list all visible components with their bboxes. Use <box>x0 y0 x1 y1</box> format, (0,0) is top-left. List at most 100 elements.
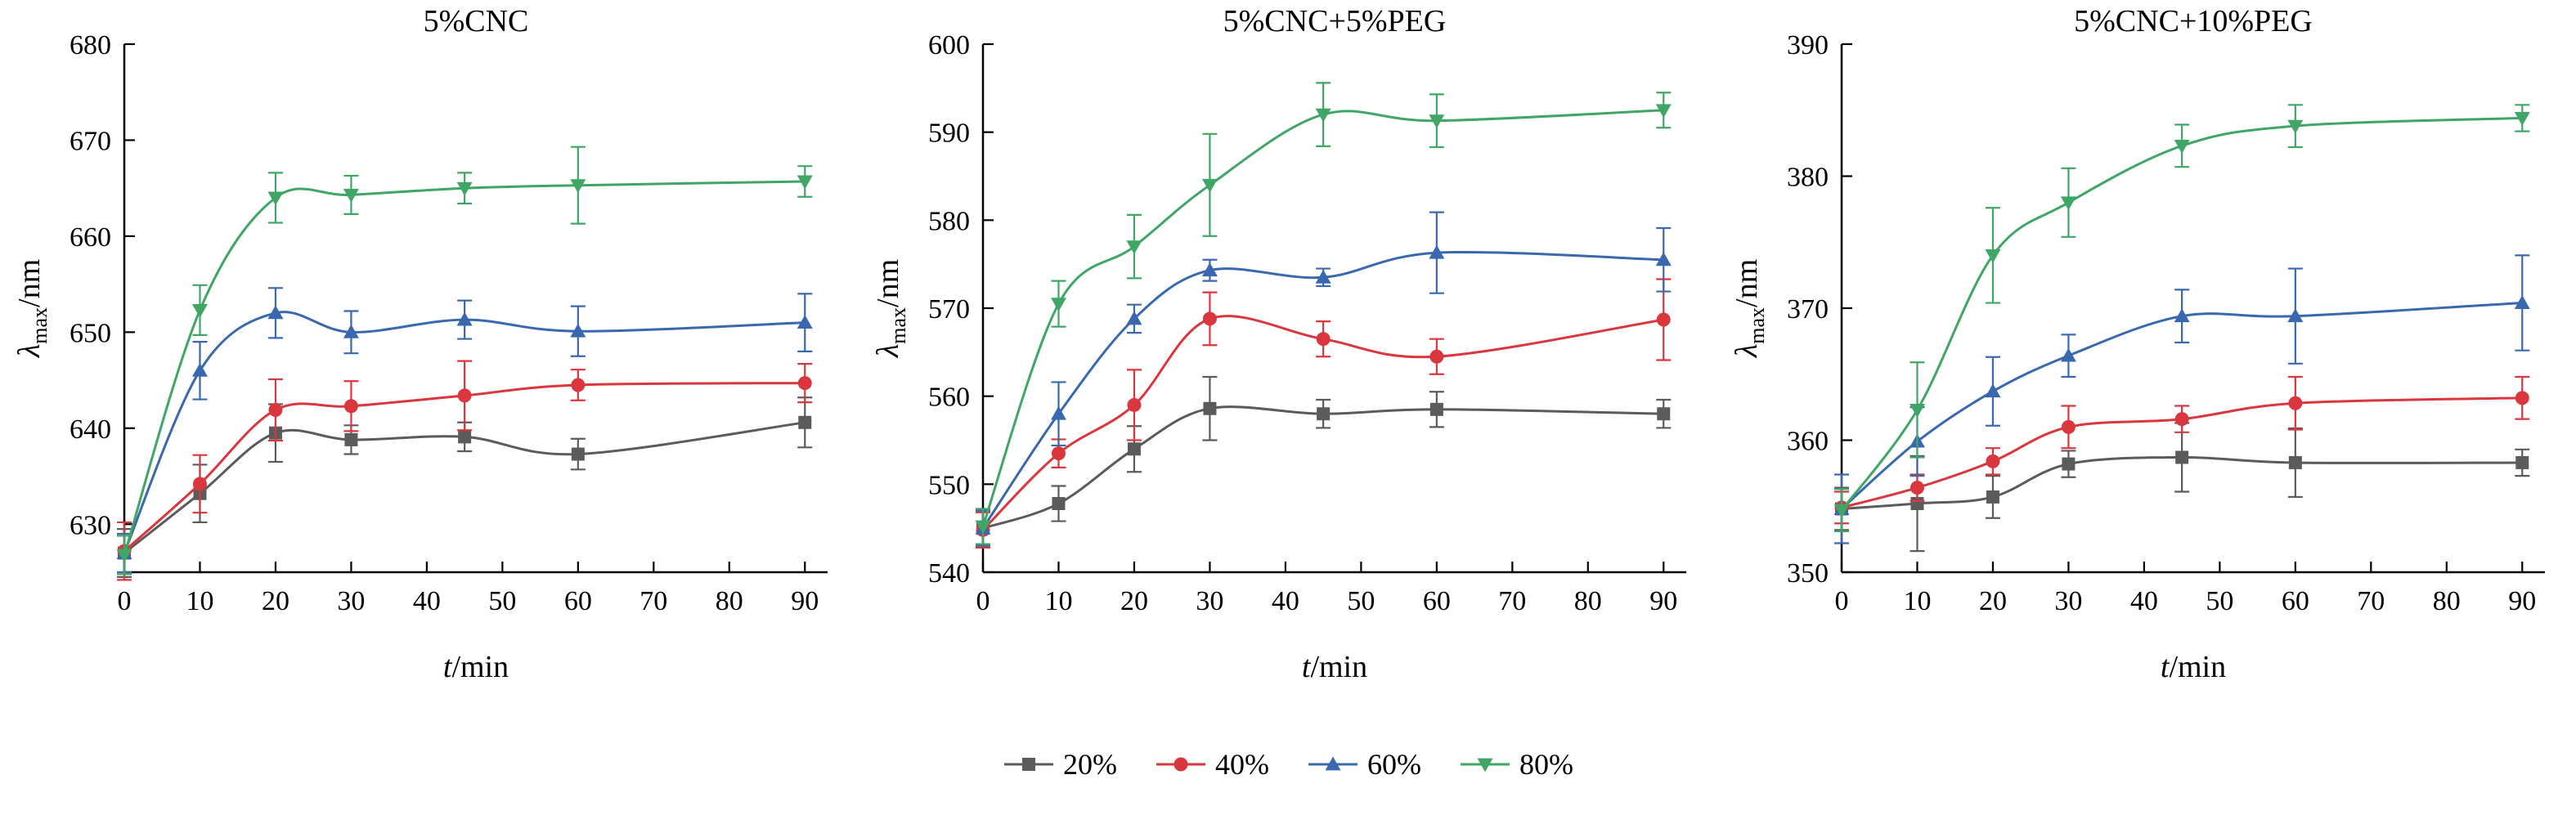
y-tick-label: 560 <box>928 383 970 413</box>
square-marker-icon <box>571 447 585 461</box>
circle-marker-icon <box>2061 419 2076 434</box>
y-axis-label: λmax/nm <box>871 259 910 358</box>
triangle-up-marker-icon <box>1201 262 1218 277</box>
square-marker-icon <box>1986 490 1999 504</box>
x-tick-label: 40 <box>413 586 441 616</box>
y-tick-label: 350 <box>1787 558 1829 589</box>
triangle-down-marker-icon <box>1655 104 1672 119</box>
x-tick-label: 40 <box>2130 586 2158 616</box>
square-marker-icon <box>2062 457 2076 471</box>
y-tick-label: 680 <box>70 30 111 60</box>
charts-row: 0 10 20 30 40 50 60 70 80 90 630 640 650 660 670 680 5%C… <box>12 4 2545 684</box>
square-marker-icon <box>1127 442 1141 456</box>
triangle-down-marker-icon <box>2514 112 2530 126</box>
triangle-up-marker-icon <box>1308 756 1358 771</box>
triangle-up-marker-icon <box>1050 405 1066 420</box>
y-tick-label: 640 <box>70 414 111 445</box>
y-tick-label: 660 <box>70 222 111 253</box>
square-marker-icon <box>2515 455 2529 469</box>
series-line-20% <box>1841 455 2523 510</box>
square-marker-icon <box>2175 450 2189 464</box>
square-marker-icon <box>1317 407 1331 421</box>
circle-marker-icon <box>1051 446 1066 461</box>
chart-5cnc: 0 10 20 30 40 50 60 70 80 90 630 640 650 660 670 680 5%C… <box>12 4 828 684</box>
triangle-down-marker-icon <box>1126 240 1142 255</box>
x-tick-label: 0 <box>1835 586 1849 616</box>
legend: 20% 40% 60% 80% <box>0 747 2576 781</box>
triangle-down-marker-icon <box>343 188 359 203</box>
x-tick-label: 0 <box>976 586 990 616</box>
legend-label-80: 80% <box>1519 748 1573 781</box>
circle-marker-icon <box>1174 757 1188 772</box>
y-axis-label: λmax/nm <box>1730 259 1769 358</box>
triangle-up-marker-icon <box>343 324 359 338</box>
triangle-down-marker-icon <box>1477 758 1493 772</box>
y-tick-label: 630 <box>70 510 111 540</box>
x-tick-label: 80 <box>716 586 743 616</box>
circle-marker-icon <box>1156 757 1205 772</box>
triangle-down-marker-icon <box>1050 298 1066 312</box>
y-tick-label: 550 <box>928 470 970 500</box>
square-marker-icon <box>798 415 812 429</box>
triangle-up-marker-icon <box>570 323 586 338</box>
y-tick-label: 600 <box>928 30 970 60</box>
triangle-down-marker-icon <box>797 175 813 190</box>
triangle-up-marker-icon <box>2287 308 2304 323</box>
x-tick-label: 50 <box>1347 586 1375 616</box>
triangle-down-marker-icon <box>570 179 586 194</box>
x-tick-label: 10 <box>1903 586 1931 616</box>
y-tick-label: 380 <box>1787 163 1829 193</box>
square-marker-icon <box>458 430 472 444</box>
y-tick-label: 650 <box>70 318 111 348</box>
x-tick-label: 80 <box>1574 586 1602 616</box>
legend-item-80: 80% <box>1459 747 1573 781</box>
circle-marker-icon <box>1202 311 1217 326</box>
triangle-up-marker-icon <box>1325 756 1341 771</box>
triangle-up-marker-icon <box>191 362 208 377</box>
y-tick-label: 570 <box>928 294 970 325</box>
chart-title: 5%CNC+10%PEG <box>2074 4 2313 38</box>
circle-marker-icon <box>2515 391 2529 405</box>
legend-item-20: 20% <box>1003 747 1117 781</box>
x-tick-label: 60 <box>2282 586 2309 616</box>
triangle-up-marker-icon <box>1126 311 1142 325</box>
triangle-down-marker-icon <box>2287 119 2304 134</box>
legend-item-60: 60% <box>1307 747 1421 781</box>
x-tick-label: 60 <box>564 586 592 616</box>
x-tick-label: 90 <box>791 586 819 616</box>
circle-marker-icon <box>1986 454 2000 468</box>
triangle-down-marker-icon <box>267 191 284 206</box>
x-tick-label: 70 <box>1498 586 1526 616</box>
triangle-up-marker-icon <box>797 315 813 329</box>
square-marker-icon <box>344 432 358 446</box>
triangle-down-marker-icon <box>1833 504 1850 518</box>
chart-title: 5%CNC+5%PEG <box>1223 4 1447 38</box>
circle-marker-icon <box>1127 397 1142 412</box>
triangle-down-marker-icon <box>975 520 991 535</box>
circle-marker-icon <box>192 477 207 491</box>
circle-marker-icon <box>343 399 358 414</box>
triangle-up-marker-icon <box>1315 269 1331 284</box>
y-tick-label: 390 <box>1787 30 1829 60</box>
triangle-up-marker-icon <box>2060 347 2076 362</box>
y-tick-label: 540 <box>928 558 970 589</box>
square-marker-icon <box>1203 401 1217 415</box>
circle-marker-icon <box>1910 481 1924 495</box>
y-axis-label: λmax/nm <box>12 259 52 358</box>
square-marker-icon <box>1004 758 1053 771</box>
x-tick-label: 10 <box>186 586 213 616</box>
square-marker-icon <box>2288 455 2302 469</box>
circle-marker-icon <box>1316 332 1331 347</box>
x-tick-label: 60 <box>1423 586 1451 616</box>
x-tick-label: 70 <box>2357 586 2385 616</box>
circle-marker-icon <box>797 376 812 391</box>
circle-marker-icon <box>2174 412 2189 427</box>
triangle-down-marker-icon <box>1985 249 2001 263</box>
triangle-up-marker-icon <box>456 311 473 326</box>
triangle-down-marker-icon <box>116 549 132 563</box>
x-tick-label: 10 <box>1044 586 1072 616</box>
chart-5cnc-10peg: 0 10 20 30 40 50 60 70 80 90 350 360 370 380 390 5%CNC+… <box>1730 4 2545 684</box>
triangle-up-marker-icon <box>1429 244 1445 259</box>
triangle-down-marker-icon <box>456 181 473 196</box>
